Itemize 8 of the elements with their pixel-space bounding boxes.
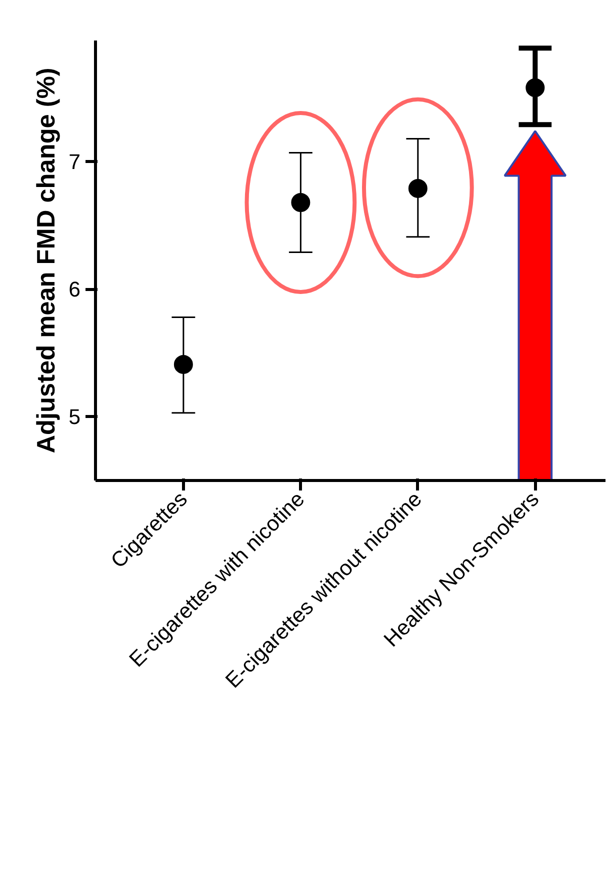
point [526,78,545,98]
point [174,354,193,374]
y-tick-label: 7 [68,150,81,174]
y-tick-label: 5 [68,405,81,430]
y-tick-label: 6 [68,278,81,302]
point [408,178,428,198]
y-axis-title: Adjusted mean FMD change (%) [32,68,61,454]
point [291,192,310,212]
